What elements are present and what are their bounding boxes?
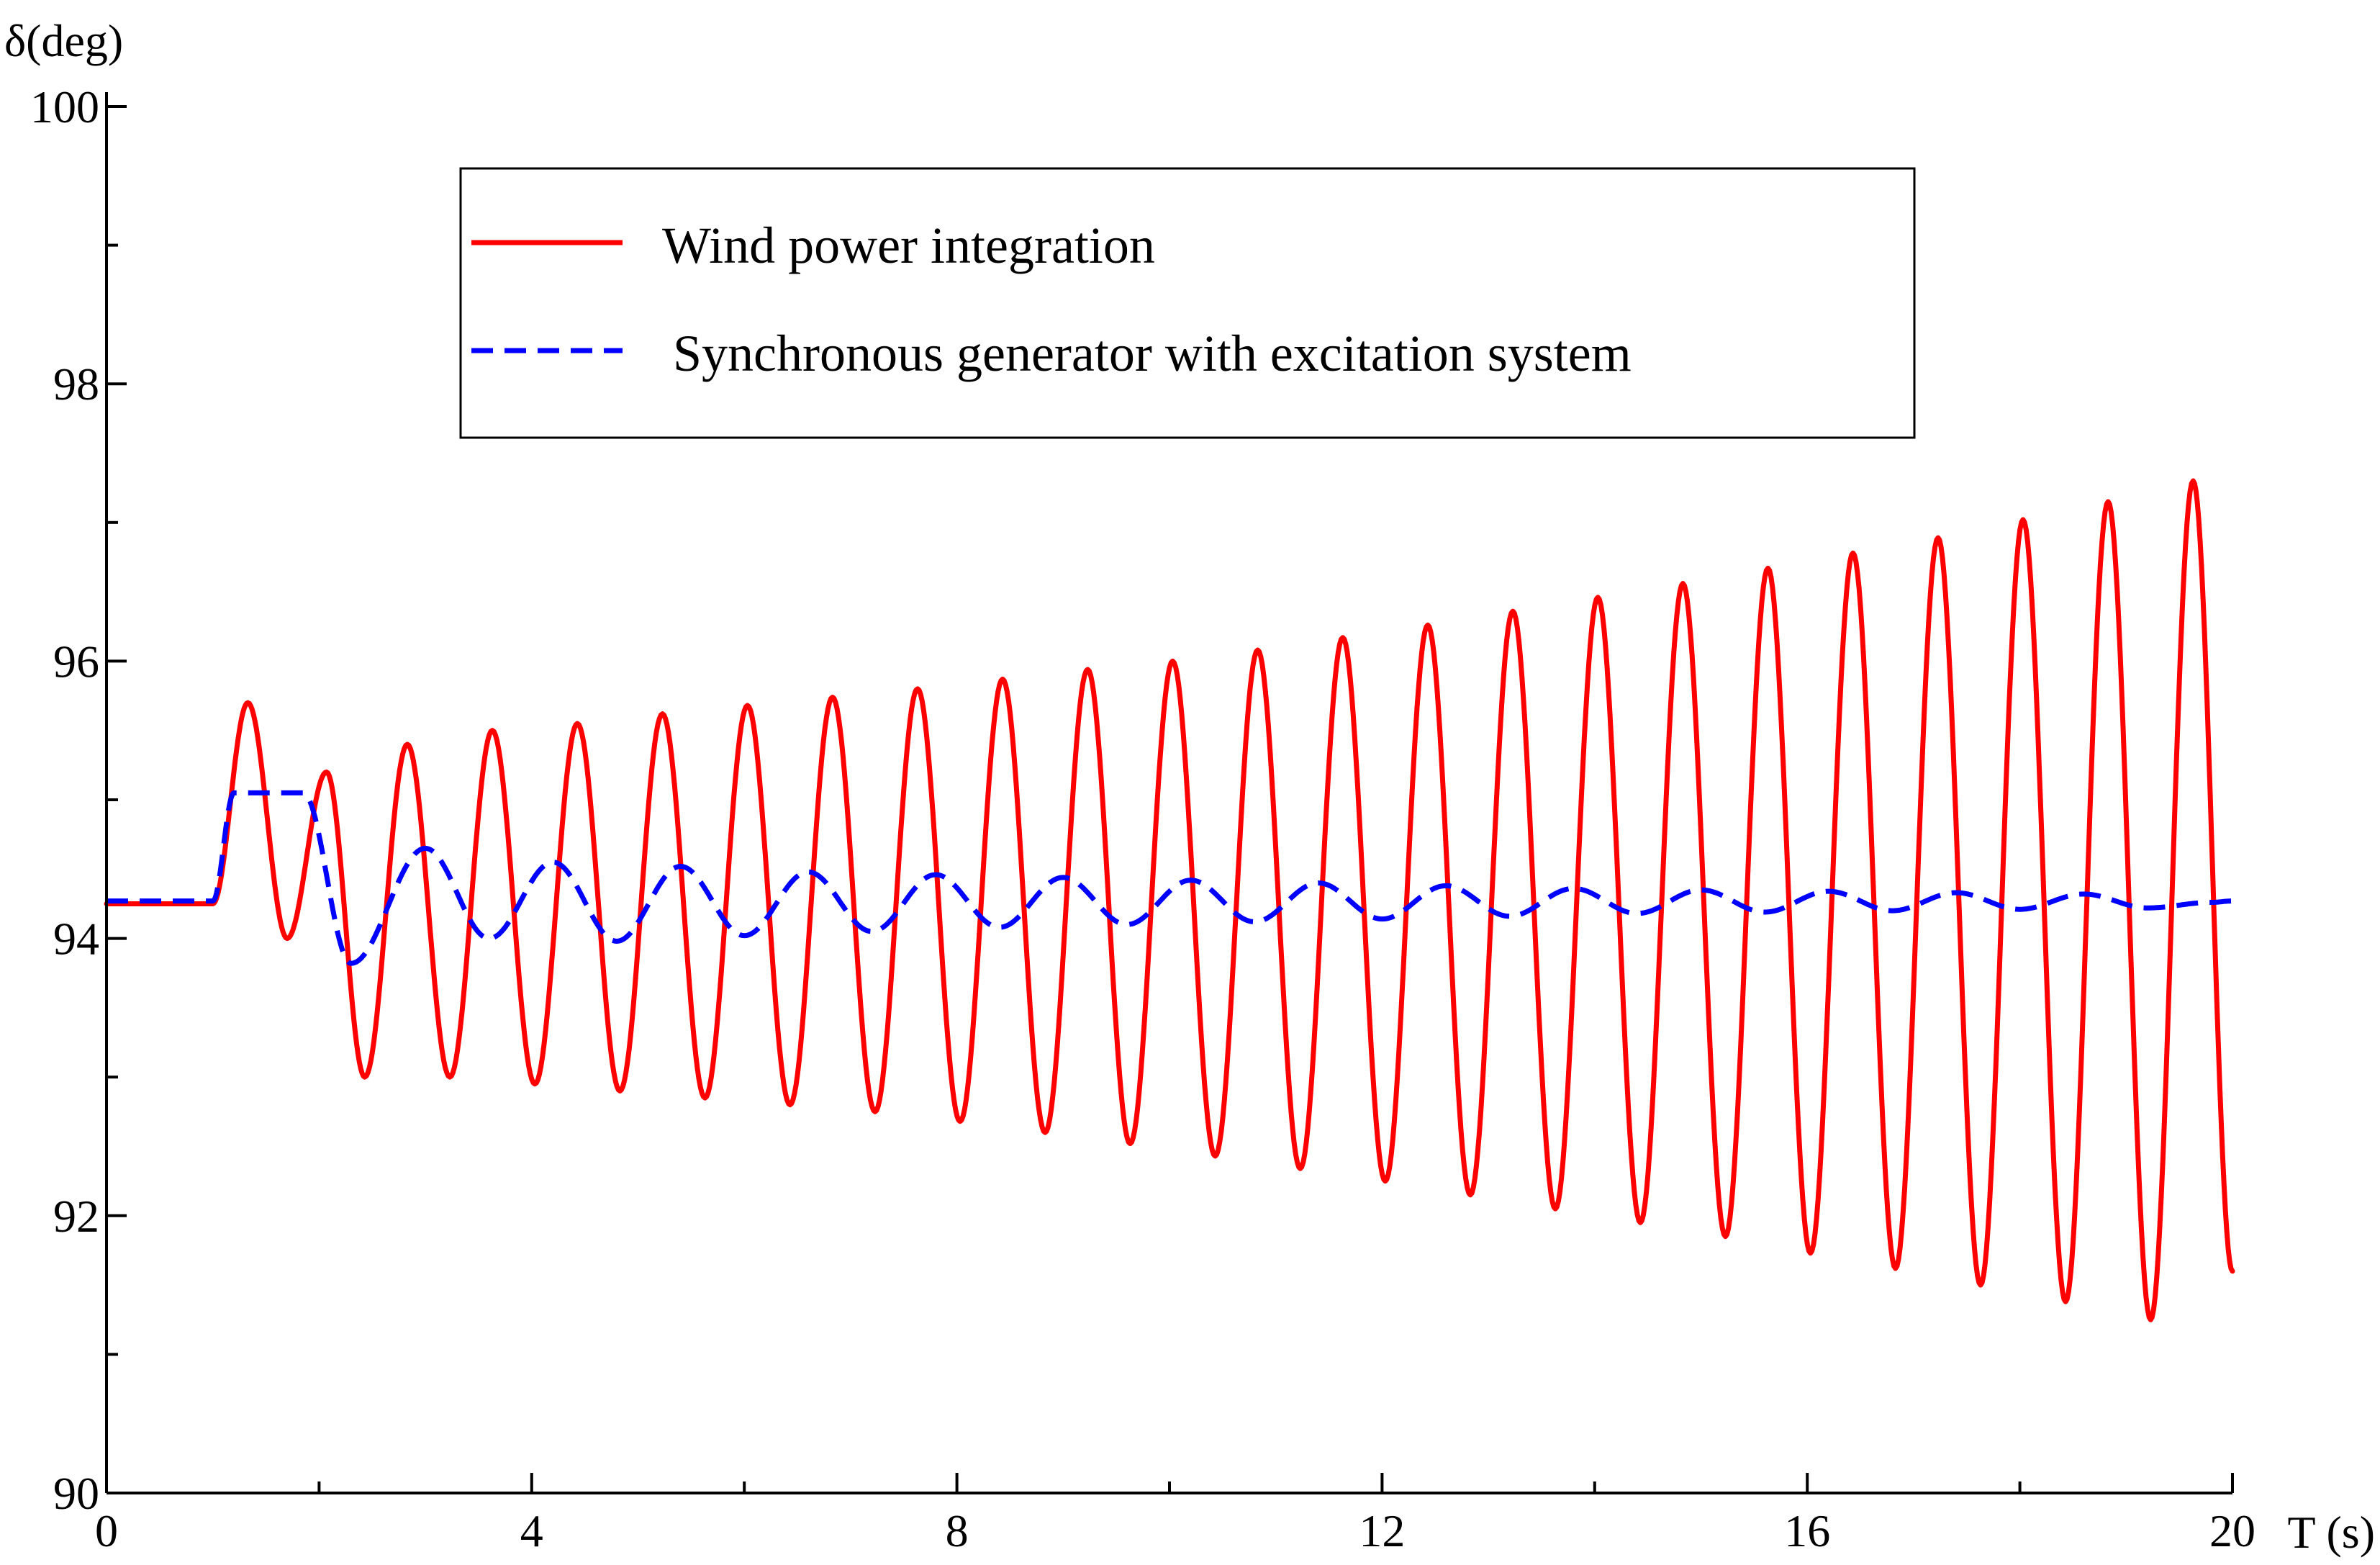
legend-box [459, 167, 1916, 439]
x-tick-label: 0 [95, 1505, 118, 1556]
y-tick-label: 94 [53, 914, 99, 965]
x-tick-label: 12 [1359, 1505, 1405, 1556]
axes: 90 92 94 96 98 100 0 4 8 12 16 20 δ(deg) T (s) [4, 15, 2375, 1558]
y-tick-label: 98 [53, 358, 99, 410]
y-tick-label: 96 [53, 636, 99, 687]
x-axis-label: T (s) [2288, 1507, 2375, 1558]
legend: Wind power integration Synchronous genera… [459, 167, 1916, 439]
x-tick-label: 16 [1784, 1505, 1830, 1556]
legend-label: Synchronous generator with excitation sy… [673, 325, 1632, 382]
series-line-synchronous-generator [107, 790, 2235, 966]
y-tick-label: 90 [53, 1468, 99, 1519]
x-tick-label: 4 [520, 1505, 543, 1556]
y-axis-label: δ(deg) [4, 15, 123, 66]
plot-area [104, 478, 2235, 1322]
y-tick-label: 100 [30, 81, 99, 132]
legend-label: Wind power integration [662, 217, 1155, 274]
x-tick-label: 20 [2209, 1505, 2255, 1556]
series-line-wind-power-integration [104, 478, 2235, 1322]
y-tick-label: 92 [53, 1191, 99, 1242]
x-tick-label: 8 [946, 1505, 969, 1556]
